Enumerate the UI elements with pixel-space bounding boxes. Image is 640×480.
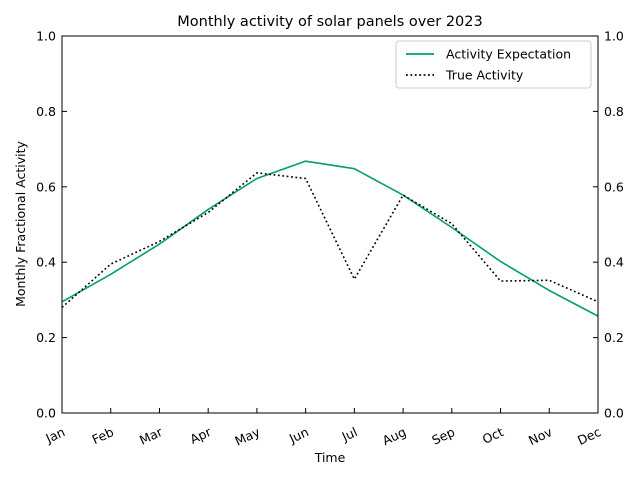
y-tick-label-left: 0.0 xyxy=(36,406,56,421)
legend: Activity Expectation True Activity xyxy=(395,40,592,89)
y-tick-label-right: 1.0 xyxy=(604,29,624,44)
y-tick-label-left: 0.2 xyxy=(36,330,56,345)
chart-title: Monthly activity of solar panels over 20… xyxy=(177,14,482,30)
y-tick-label-left: 1.0 xyxy=(36,29,56,44)
y-axis-label: Monthly Fractional Activity xyxy=(13,141,28,307)
y-tick-label-right: 0.0 xyxy=(604,406,624,421)
y-tick-label-left: 0.4 xyxy=(36,255,56,270)
x-axis-label: Time xyxy=(314,450,346,465)
plot-area xyxy=(61,160,599,317)
y-tick-label-right: 0.6 xyxy=(604,179,624,194)
series-line-0 xyxy=(61,160,599,317)
series-line-1 xyxy=(61,172,599,309)
y-tick-label-right: 0.8 xyxy=(604,104,624,119)
x-tick-label: Jul xyxy=(339,424,360,444)
y-tick-label-left: 0.6 xyxy=(36,179,56,194)
y-tick-label-left: 0.8 xyxy=(36,104,56,119)
legend-label-1: True Activity xyxy=(445,68,524,83)
axes-frame xyxy=(61,35,599,414)
legend-label-0: Activity Expectation xyxy=(446,47,571,62)
legend-box xyxy=(395,40,592,89)
y-tick-label-right: 0.4 xyxy=(604,255,624,270)
y-tick-label-right: 0.2 xyxy=(604,330,624,345)
